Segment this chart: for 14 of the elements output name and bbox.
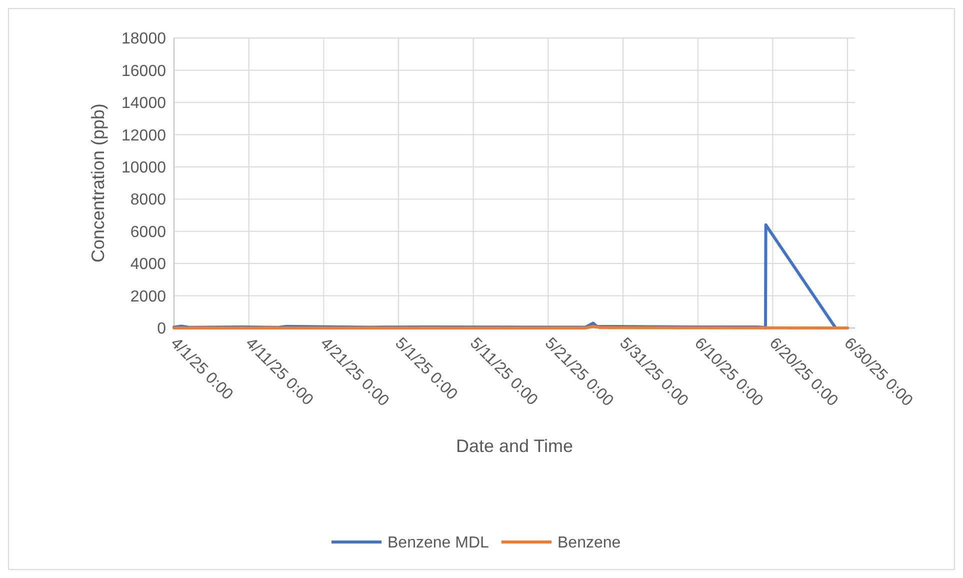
- y-tick-label: 8000: [130, 192, 166, 209]
- y-axis-title: Concentration (ppb): [88, 103, 108, 263]
- y-tick-label: 14000: [122, 95, 166, 112]
- y-tick-label: 0: [157, 320, 166, 338]
- y-tick-label: 4000: [130, 256, 166, 274]
- y-tick-label: 6000: [130, 224, 166, 241]
- legend-label: Benzene MDL: [388, 534, 489, 552]
- legend-label: Benzene: [558, 534, 621, 552]
- y-tick-label: 10000: [122, 159, 166, 176]
- x-axis-title: Date and Time: [456, 436, 574, 456]
- y-tick-label: 18000: [122, 30, 166, 48]
- y-tick-label: 2000: [130, 288, 166, 306]
- y-tick-label: 12000: [122, 127, 166, 144]
- y-tick-label: 16000: [122, 62, 166, 80]
